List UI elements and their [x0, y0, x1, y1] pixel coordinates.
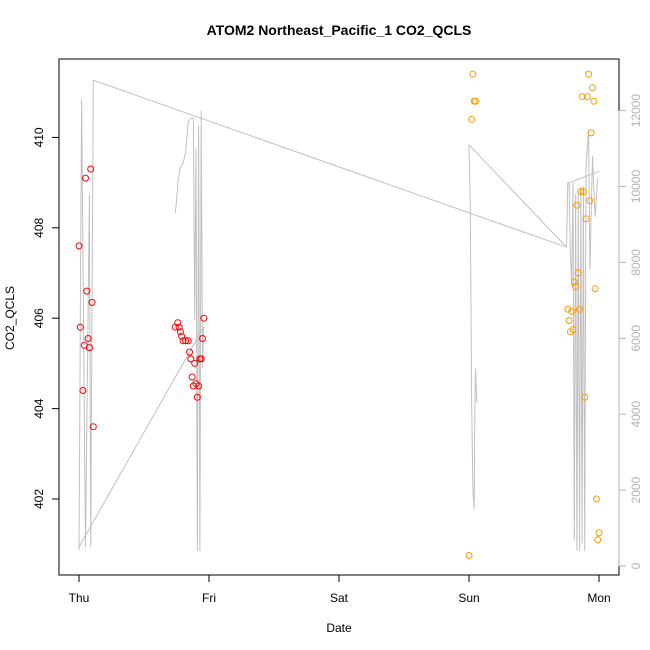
y2-tick-label: 4000 — [629, 401, 643, 428]
data-point — [592, 495, 600, 503]
data-point — [564, 305, 572, 313]
y-tick-label: 402 — [32, 489, 46, 509]
altitude-line-segment — [78, 326, 205, 548]
data-point — [574, 269, 582, 277]
data-point — [174, 319, 182, 327]
data-point — [188, 373, 196, 381]
altitude-line-segment — [93, 79, 567, 248]
data-point — [590, 97, 598, 105]
data-point — [582, 215, 590, 223]
data-point — [469, 70, 477, 78]
x-tick-label: Thu — [69, 591, 90, 605]
data-point — [179, 337, 187, 345]
data-point — [570, 278, 578, 286]
y2-tick-label: 6000 — [629, 325, 643, 352]
data-point — [87, 165, 95, 173]
altitude-line-segment — [468, 144, 567, 248]
y-tick-label: 406 — [32, 308, 46, 328]
data-point — [587, 129, 595, 137]
y-tick-label: 408 — [32, 217, 46, 237]
data-point — [572, 283, 580, 291]
data-point — [88, 298, 96, 306]
x-axis: Thu Fri Sat Sun Mon — [69, 574, 611, 605]
y2-tick-label: 12000 — [629, 94, 643, 128]
y2-tick-label: 10000 — [629, 169, 643, 203]
data-point — [76, 323, 84, 331]
data-point — [568, 307, 576, 315]
y-tick-label: 410 — [32, 127, 46, 147]
data-points-layer — [75, 70, 603, 559]
x-tick-label: Fri — [202, 591, 216, 605]
data-point — [82, 174, 89, 182]
data-point — [79, 387, 87, 394]
x-tick-label: Mon — [587, 591, 610, 605]
data-point — [569, 326, 577, 333]
altitude-line-layer — [78, 79, 600, 551]
altitude-line-segment — [468, 144, 478, 510]
data-point — [573, 201, 581, 209]
data-point — [565, 317, 573, 324]
data-point — [578, 93, 586, 101]
data-point — [200, 314, 208, 322]
data-point — [583, 93, 591, 101]
y2-tick-label: 0 — [629, 562, 643, 569]
data-point — [175, 323, 183, 331]
data-point — [586, 197, 594, 205]
data-point — [468, 115, 476, 123]
altitude-line-segment — [174, 110, 205, 551]
data-point — [472, 97, 479, 105]
data-point — [595, 529, 603, 537]
chart-title: ATOM2 Northeast_Pacific_1 CO2_QCLS — [207, 22, 472, 38]
y2-tick-label: 2000 — [629, 476, 643, 503]
altitude-line-segment — [78, 80, 94, 551]
data-point — [178, 332, 186, 340]
y2-tick-label: 8000 — [629, 249, 643, 276]
data-point — [186, 348, 193, 356]
data-point — [465, 552, 473, 559]
plot-frame — [58, 58, 620, 576]
altitude-line-segment — [568, 170, 600, 184]
data-point — [195, 382, 203, 390]
data-point — [191, 359, 199, 367]
data-point — [176, 328, 184, 336]
data-point — [193, 393, 201, 401]
x-tick-label: Sun — [458, 591, 479, 605]
y-axis: 402 404 406 408 410 — [32, 127, 60, 509]
data-point — [197, 355, 205, 363]
altitude-line-segment — [566, 129, 599, 551]
data-point — [579, 188, 587, 196]
data-point — [591, 285, 599, 293]
data-point — [83, 287, 91, 295]
y-axis-right: 0 2000 4000 6000 8000 10000 12000 — [618, 94, 643, 569]
data-point — [594, 536, 602, 544]
data-point — [85, 344, 93, 352]
x-tick-label: Sat — [330, 591, 349, 605]
data-point — [199, 335, 206, 342]
data-point — [589, 84, 596, 92]
data-point — [577, 188, 585, 196]
data-point — [581, 393, 589, 401]
data-point — [576, 305, 583, 313]
data-point — [84, 335, 92, 342]
data-point — [75, 242, 83, 250]
data-point — [187, 355, 195, 363]
y-tick-label: 404 — [32, 398, 46, 418]
data-point — [89, 423, 97, 431]
data-point — [182, 337, 190, 345]
x-axis-label: Date — [326, 621, 352, 635]
data-point — [585, 70, 593, 78]
data-point — [184, 337, 192, 345]
y-axis-label: CO2_QCLS — [3, 286, 17, 350]
